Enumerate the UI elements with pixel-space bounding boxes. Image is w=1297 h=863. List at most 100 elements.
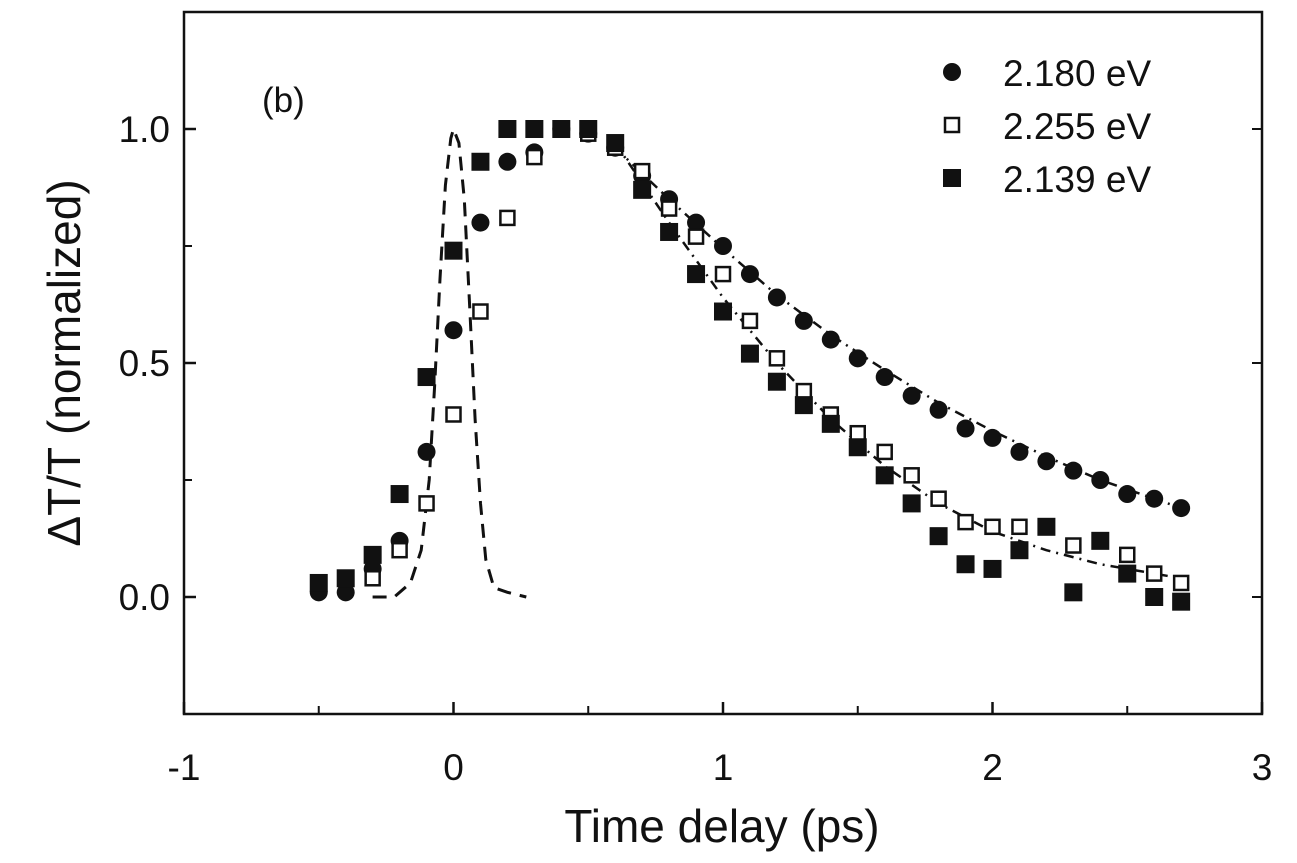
data-point-open-square (1065, 537, 1082, 554)
data-point-filled-circle (1118, 485, 1137, 504)
data-point-open-square (876, 443, 893, 461)
data-point-open-square (499, 209, 516, 227)
data-point-filled-circle (956, 419, 975, 438)
data-point-filled-square (875, 466, 894, 485)
ticks-layer: -1 0 1 2 3 0.0 0.5 1.0 (119, 109, 1273, 788)
data-point-open-square (795, 382, 813, 400)
data-point-filled-circle (687, 213, 706, 232)
data-point-filled-circle (714, 237, 732, 255)
data-point-filled-circle (1145, 489, 1164, 508)
data-point-filled-square (498, 120, 517, 138)
data-point-filled-square (471, 152, 490, 171)
data-point-filled-circle (417, 442, 436, 461)
data-point-filled-circle (821, 330, 840, 349)
data-point-filled-square (794, 396, 813, 415)
data-point-open-square (849, 424, 866, 442)
data-point-filled-circle (902, 386, 921, 405)
data-point-filled-square (983, 559, 1002, 578)
data-point-filled-square (902, 494, 921, 513)
data-point-filled-square (740, 344, 759, 363)
data-point-open-square (930, 490, 947, 507)
data-point-filled-circle (983, 428, 1002, 447)
x-tick-label: 0 (443, 747, 464, 788)
x-tick-label: 2 (982, 747, 1003, 788)
data-point-open-square (526, 148, 543, 166)
data-point-filled-square (1091, 531, 1110, 550)
data-point-open-square (364, 570, 381, 587)
data-point-open-square (741, 312, 759, 330)
y-tick-label: 0.5 (119, 343, 170, 384)
markers-layer (309, 120, 1191, 611)
data-point-open-square (903, 467, 920, 484)
fit-dashdot-curve (614, 142, 1182, 580)
data-point-filled-square (336, 569, 355, 588)
data-point-filled-square (525, 120, 544, 138)
legend-label: 2.139 eV (1003, 159, 1151, 200)
data-point-open-square (768, 350, 786, 367)
fit-dashdot-curve (614, 146, 1182, 510)
data-point-filled-circle (471, 213, 490, 232)
data-point-filled-square (606, 134, 625, 153)
y-tick-label: 1.0 (119, 109, 170, 150)
data-point-filled-square (1118, 564, 1137, 583)
data-point-open-square (1011, 518, 1028, 536)
data-point-filled-square (660, 222, 679, 241)
x-tick-label: -1 (168, 747, 201, 788)
data-point-open-square (1119, 546, 1136, 564)
data-point-filled-circle (929, 400, 948, 419)
x-tick-label: 3 (1252, 747, 1273, 788)
legend-marker-filled-square (943, 169, 961, 187)
y-axis-label: ΔT/T (normalized) (38, 179, 90, 546)
data-point-open-square (1172, 574, 1190, 592)
data-point-filled-square (1037, 517, 1056, 536)
data-point-open-square (1145, 565, 1163, 582)
data-point-open-square (418, 495, 435, 512)
y-tick-label: 0.0 (119, 577, 170, 618)
data-point-filled-square (579, 120, 598, 138)
data-point-filled-square (1172, 592, 1191, 611)
data-point-filled-circle (1091, 471, 1110, 489)
data-point-filled-circle (767, 288, 786, 307)
data-point-filled-square (767, 372, 786, 391)
data-point-filled-circle (848, 349, 867, 368)
data-point-filled-circle (1172, 499, 1191, 518)
curves-layer (372, 124, 1182, 599)
data-point-filled-square (309, 573, 328, 592)
data-point-open-square (660, 200, 678, 217)
data-point-open-square (687, 228, 705, 245)
data-point-filled-square (821, 414, 840, 433)
data-point-filled-circle (875, 368, 894, 387)
x-tick-label: 1 (713, 747, 734, 788)
data-point-filled-square (444, 241, 463, 260)
legend-label: 2.180 eV (1003, 53, 1151, 94)
panel-label: (b) (262, 81, 305, 120)
data-point-filled-square (687, 265, 706, 284)
data-point-filled-square (1010, 541, 1029, 560)
data-point-filled-circle (794, 311, 813, 330)
data-point-filled-square (929, 527, 948, 546)
data-point-filled-circle (444, 321, 463, 340)
data-point-open-square (714, 265, 732, 283)
data-point-filled-square (417, 368, 436, 387)
data-point-filled-circle (740, 265, 759, 284)
legend-marker-filled-circle (943, 63, 961, 81)
data-point-filled-square (390, 485, 409, 504)
data-point-filled-square (848, 438, 867, 457)
data-point-open-square (472, 303, 489, 320)
data-point-filled-square (552, 120, 571, 138)
data-point-open-square (445, 406, 462, 423)
data-point-filled-square (363, 545, 382, 564)
data-point-filled-circle (1064, 461, 1083, 480)
data-point-open-square (391, 541, 408, 559)
data-point-filled-circle (1037, 452, 1056, 471)
data-point-filled-square (956, 555, 975, 574)
legend-label: 2.255 eV (1003, 106, 1151, 147)
data-point-filled-square (714, 302, 732, 321)
pulse-dashed-curve (372, 124, 527, 599)
data-point-filled-circle (336, 583, 355, 602)
data-point-open-square (984, 518, 1001, 536)
data-point-filled-square (633, 180, 652, 199)
x-axis-label: Time delay (ps) (564, 800, 879, 852)
